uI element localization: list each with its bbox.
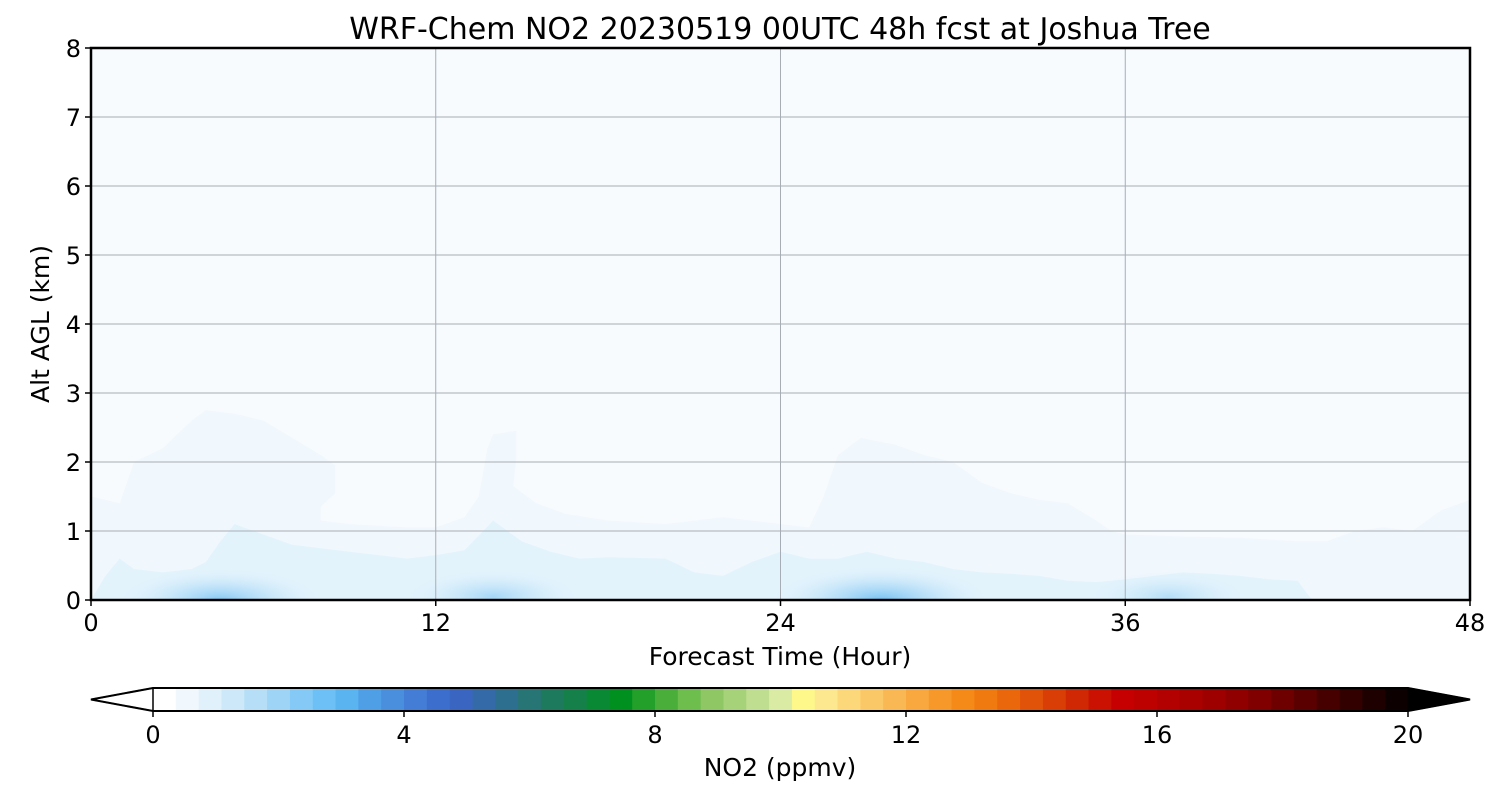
colorbar-ticks: 0 4 8 12 16 20 bbox=[145, 711, 1423, 749]
colorbar-swatch bbox=[198, 688, 223, 711]
colorbar-swatch bbox=[883, 688, 907, 711]
y-tick-label: 4 bbox=[66, 311, 81, 339]
colorbar-swatch bbox=[586, 688, 610, 711]
colorbar-swatch bbox=[1111, 688, 1135, 711]
colorbar-swatch bbox=[723, 688, 747, 711]
y-tick-label: 1 bbox=[66, 518, 81, 546]
colorbar-label: NO2 (ppmv) bbox=[704, 753, 857, 782]
colorbar-swatch bbox=[244, 688, 268, 711]
colorbar-swatch bbox=[1293, 688, 1318, 711]
x-axis-ticks: 0 12 24 36 48 bbox=[83, 600, 1485, 637]
x-tick-label: 0 bbox=[83, 609, 98, 637]
colorbar-swatch bbox=[791, 688, 816, 711]
colorbar-swatch bbox=[906, 688, 930, 711]
x-tick-label: 48 bbox=[1455, 609, 1486, 637]
colorbar-swatch bbox=[175, 688, 200, 711]
colorbar-tick-label: 12 bbox=[891, 721, 922, 749]
chart-title: WRF-Chem NO2 20230519 00UTC 48h fcst at … bbox=[349, 12, 1211, 47]
colorbar-swatch bbox=[472, 688, 496, 711]
x-tick-label: 36 bbox=[1110, 609, 1141, 637]
y-tick-label: 8 bbox=[66, 35, 81, 63]
y-axis-ticks: 0 1 2 3 4 5 6 7 8 bbox=[66, 35, 91, 615]
colorbar-swatch bbox=[381, 688, 405, 711]
colorbar-swatch bbox=[312, 688, 337, 711]
colorbar-swatch bbox=[1362, 688, 1386, 711]
colorbar-swatch bbox=[655, 688, 679, 711]
colorbar-swatch bbox=[860, 688, 884, 711]
colorbar-swatch bbox=[563, 688, 588, 711]
colorbar-swatch bbox=[1065, 688, 1090, 711]
colorbar-swatch bbox=[449, 688, 474, 711]
colorbar-swatch bbox=[837, 688, 861, 711]
y-tick-label: 3 bbox=[66, 380, 81, 408]
y-tick-label: 0 bbox=[66, 587, 81, 615]
colorbar-tick-label: 8 bbox=[647, 721, 662, 749]
colorbar-swatch bbox=[1088, 688, 1112, 711]
colorbar-extend-min bbox=[90, 687, 154, 712]
colorbar-swatch bbox=[1157, 688, 1181, 711]
colorbar-swatch bbox=[1202, 688, 1227, 711]
colorbar-swatch bbox=[495, 688, 519, 711]
colorbar-swatch bbox=[1248, 688, 1272, 711]
colorbar-tick-label: 16 bbox=[1142, 721, 1173, 749]
colorbar-extend-max bbox=[1407, 687, 1471, 712]
y-tick-label: 6 bbox=[66, 173, 81, 201]
y-tick-label: 5 bbox=[66, 242, 81, 270]
colorbar-tick-label: 0 bbox=[145, 721, 160, 749]
colorbar-swatch bbox=[814, 688, 839, 711]
colorbar-swatch bbox=[1134, 688, 1158, 711]
colorbar-swatch bbox=[540, 688, 565, 711]
colorbar-swatch bbox=[700, 688, 725, 711]
colorbar-swatch bbox=[335, 688, 359, 711]
colorbar-swatch bbox=[221, 688, 245, 711]
y-tick-label: 7 bbox=[66, 104, 81, 132]
colorbar-swatch bbox=[358, 688, 382, 711]
colorbar-swatch bbox=[746, 688, 770, 711]
colorbar-swatch bbox=[928, 688, 953, 711]
colorbar-tick-label: 20 bbox=[1393, 721, 1424, 749]
colorbar-swatch bbox=[518, 688, 542, 711]
colorbar-swatch bbox=[974, 688, 998, 711]
y-tick-label: 2 bbox=[66, 449, 81, 477]
colorbar-swatch bbox=[632, 688, 656, 711]
contour-level-2 bbox=[91, 520, 1312, 600]
colorbar-swatch bbox=[289, 688, 314, 711]
colorbar-swatch bbox=[153, 688, 177, 711]
colorbar-swatch bbox=[1179, 688, 1204, 711]
x-tick-label: 12 bbox=[420, 609, 451, 637]
colorbar-swatch bbox=[1271, 688, 1295, 711]
colorbar bbox=[90, 687, 1471, 712]
colorbar-tick-label: 4 bbox=[396, 721, 411, 749]
colorbar-swatch bbox=[677, 688, 702, 711]
grid-lines bbox=[91, 48, 1470, 600]
colorbar-swatch bbox=[951, 688, 976, 711]
colorbar-swatch bbox=[1385, 688, 1409, 711]
colorbar-swatch bbox=[1225, 688, 1249, 711]
colorbar-swatch bbox=[769, 688, 793, 711]
colorbar-swatch bbox=[404, 688, 428, 711]
colorbar-swatch bbox=[997, 688, 1021, 711]
colorbar-swatch bbox=[1042, 688, 1067, 711]
colorbar-swatch bbox=[1020, 688, 1044, 711]
colorbar-swatch bbox=[1316, 688, 1341, 711]
colorbar-swatch bbox=[267, 688, 291, 711]
y-axis-label: Alt AGL (km) bbox=[26, 245, 55, 403]
x-tick-label: 24 bbox=[765, 609, 796, 637]
colorbar-swatch bbox=[609, 688, 633, 711]
x-axis-label: Forecast Time (Hour) bbox=[649, 642, 912, 671]
colorbar-swatch bbox=[426, 688, 451, 711]
colorbar-swatch bbox=[1339, 688, 1363, 711]
